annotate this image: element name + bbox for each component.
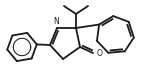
Text: N: N — [53, 17, 59, 26]
Text: O: O — [97, 50, 102, 59]
